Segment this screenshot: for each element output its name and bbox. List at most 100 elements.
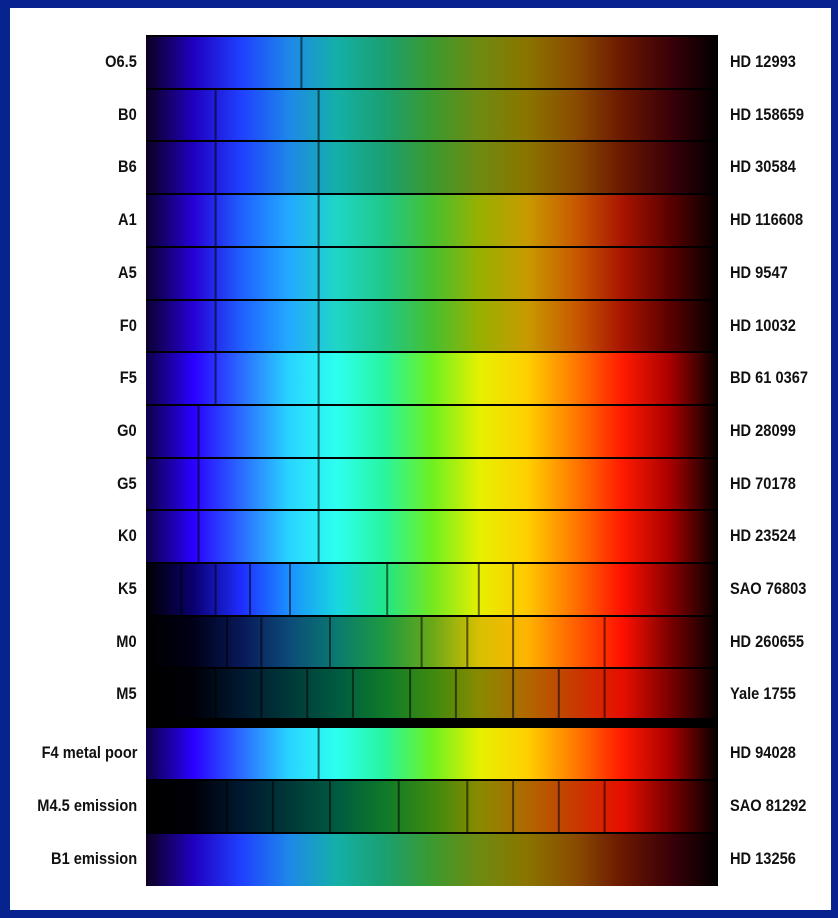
spectrum-strip xyxy=(146,509,718,564)
star-name-label: HD 30584 xyxy=(730,157,796,177)
absorption-line xyxy=(603,778,606,833)
spectral-type-label: F0 xyxy=(119,315,137,335)
spectrum-graphic xyxy=(146,831,718,886)
spectrum-graphic xyxy=(146,562,718,616)
absorption-line xyxy=(174,614,177,669)
spectrum-graphic xyxy=(146,140,718,195)
star-name-label: HD 116608 xyxy=(730,210,804,230)
spectrum-strip xyxy=(146,87,718,142)
absorption-line xyxy=(226,614,229,669)
spectrum-row: G5 HD 70178 xyxy=(10,456,831,511)
spectrum-strip xyxy=(146,298,718,353)
absorption-line xyxy=(317,245,320,300)
spectral-type-label: B6 xyxy=(118,157,137,177)
absorption-line xyxy=(317,509,320,564)
spectral-type-label: F5 xyxy=(119,368,137,388)
spectrum-row: M0 HD 260655 xyxy=(10,614,831,669)
star-name-label: HD 12993 xyxy=(730,52,796,71)
spectrum-row: B6 HD 30584 xyxy=(10,140,831,195)
absorption-line xyxy=(214,87,217,142)
spectral-type-label: B1 emission xyxy=(50,848,137,868)
spectral-type-label: G5 xyxy=(117,473,137,493)
star-name-label: HD 10032 xyxy=(730,315,796,335)
absorption-line xyxy=(180,562,183,616)
spectrum-row: F5 BD 61 0367 xyxy=(10,351,831,406)
spectrum-row: B1 emission HD 13256 xyxy=(10,831,831,886)
star-name-label: HD 94028 xyxy=(730,743,796,763)
spectrum-strip xyxy=(146,403,718,458)
absorption-line xyxy=(603,614,606,669)
absorption-line xyxy=(329,778,331,833)
absorption-line xyxy=(214,245,217,300)
row-separator xyxy=(146,726,718,729)
spectrum-strip xyxy=(146,726,718,781)
spectrum-graphic xyxy=(146,403,718,458)
spectrum-graphic xyxy=(146,667,718,722)
absorption-line xyxy=(317,351,320,406)
row-separator xyxy=(146,403,718,406)
star-name-label: BD 61 0367 xyxy=(730,368,809,388)
spectral-type-label: M0 xyxy=(116,631,137,651)
star-name-label: SAO 76803 xyxy=(730,579,807,598)
spectral-type-label: K0 xyxy=(118,526,137,546)
absorption-line xyxy=(214,562,217,616)
row-separator xyxy=(146,456,718,459)
absorption-line xyxy=(249,562,251,616)
absorption-line xyxy=(317,298,320,353)
row-separator xyxy=(146,298,718,301)
absorption-line xyxy=(226,778,229,833)
spectrum-graphic xyxy=(146,456,718,511)
absorption-line xyxy=(168,667,171,722)
spectrum-band xyxy=(146,351,718,406)
spectrum-strip xyxy=(146,667,718,722)
absorption-line xyxy=(351,667,354,722)
spectrum-row: A1 HD 116608 xyxy=(10,193,831,248)
spectrum-graphic xyxy=(146,778,718,833)
spectrum-row: F0 HD 10032 xyxy=(10,298,831,353)
absorption-line xyxy=(557,667,560,722)
absorption-line xyxy=(409,667,412,722)
absorption-line xyxy=(477,562,480,616)
row-separator xyxy=(146,614,718,617)
star-name-label: Yale 1755 xyxy=(730,684,796,704)
spectral-type-label: A1 xyxy=(118,210,137,230)
spectral-type-label: G0 xyxy=(117,420,137,440)
spectrum-row: M4.5 emission SAO 81292 xyxy=(10,778,831,833)
spectrum-row: K0 HD 23524 xyxy=(10,509,831,564)
spectrum-graphic xyxy=(146,245,718,300)
row-separator xyxy=(146,193,718,196)
spectrum-strip xyxy=(146,35,718,89)
spectrum-band xyxy=(146,562,718,616)
absorption-line xyxy=(271,778,274,833)
row-separator xyxy=(146,245,718,248)
absorption-line xyxy=(260,667,263,722)
absorption-line xyxy=(317,456,320,511)
absorption-line xyxy=(512,562,515,616)
spectrum-band xyxy=(146,778,718,833)
absorption-line xyxy=(420,614,423,669)
star-name-label: SAO 81292 xyxy=(730,795,807,815)
row-separator xyxy=(146,140,718,143)
row-separator xyxy=(146,778,718,781)
spectrum-band xyxy=(146,831,718,886)
absorption-line xyxy=(512,667,515,722)
spectrum-strip xyxy=(146,778,718,833)
spectral-type-label: A5 xyxy=(118,262,137,282)
spectral-chart: O6.5 HD 12993 B0 HD 158659 B6 HD 30584 A1 HD 11… xyxy=(10,8,831,910)
absorption-line xyxy=(466,778,469,833)
spectrum-band xyxy=(146,403,718,458)
spectrum-strip xyxy=(146,245,718,300)
spectral-type-label: M4.5 emission xyxy=(37,795,137,815)
spectrum-strip xyxy=(146,456,718,511)
spectrum-band xyxy=(146,87,718,142)
spectrum-graphic xyxy=(146,509,718,564)
spectrum-strip xyxy=(146,614,718,669)
spectrum-row: F4 metal poor HD 94028 xyxy=(10,726,831,781)
spectrum-band xyxy=(146,614,718,669)
absorption-line xyxy=(317,140,320,195)
spectrum-band xyxy=(146,140,718,195)
spectrum-band xyxy=(146,193,718,248)
absorption-line xyxy=(214,351,217,406)
spectrum-band xyxy=(146,667,718,722)
absorption-line xyxy=(197,456,200,511)
